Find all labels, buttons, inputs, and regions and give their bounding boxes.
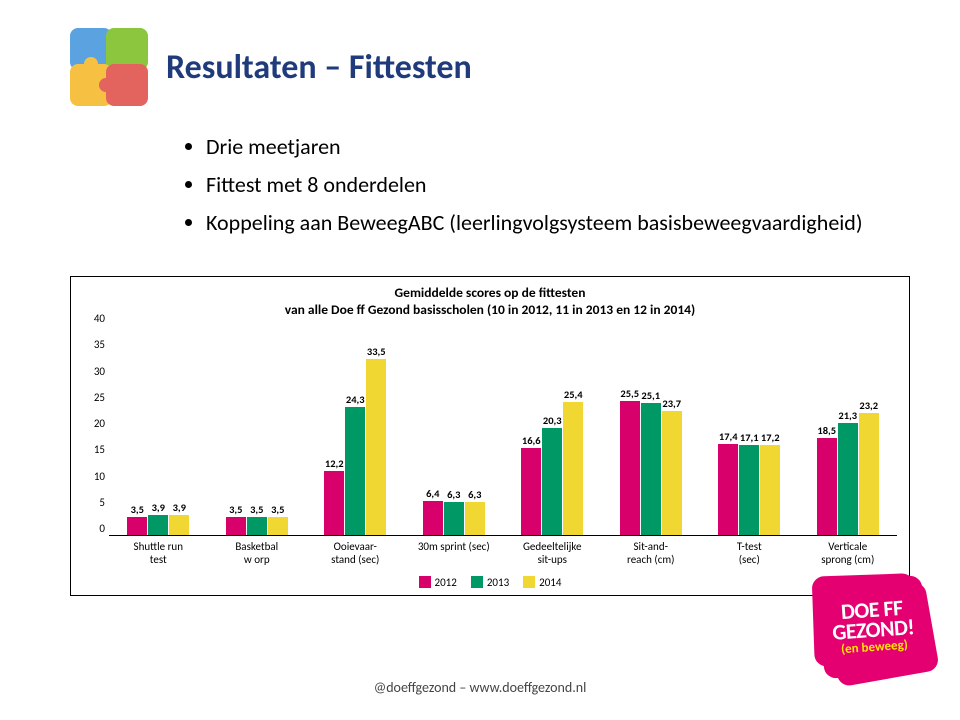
chart-bar: 6,3 <box>465 502 485 535</box>
chart-bar: 6,3 <box>444 502 464 535</box>
legend-swatch <box>419 576 431 588</box>
x-axis-label: Verticalesprong (cm) <box>799 540 898 566</box>
chart-bar: 21,3 <box>838 423 858 535</box>
chart-bar: 33,5 <box>366 359 386 535</box>
legend-swatch <box>471 576 483 588</box>
chart-bar: 3,5 <box>268 517 288 535</box>
bar-value-label: 18,5 <box>817 424 836 437</box>
legend-swatch <box>523 576 535 588</box>
bar-value-label: 23,7 <box>662 397 681 410</box>
chart-bar: 12,2 <box>324 471 344 535</box>
bar-value-label: 3,5 <box>271 503 284 516</box>
chart-group: 18,521,323,2 <box>799 325 898 535</box>
bar-value-label: 16,6 <box>522 434 541 447</box>
chart-bar: 3,5 <box>226 517 246 535</box>
chart-x-axis: Shuttle runtestBasketbalw orpOoievaar-st… <box>109 540 897 566</box>
chart-bar: 23,2 <box>859 413 879 535</box>
chart-legend: 2012 2013 2014 <box>83 576 897 589</box>
chart-group: 3,53,53,5 <box>208 325 307 535</box>
puzzle-logo <box>70 28 148 106</box>
bar-value-label: 23,2 <box>859 399 878 412</box>
chart-y-axis: 0510152025303540 <box>83 325 109 535</box>
chart-bar: 3,5 <box>127 517 147 535</box>
bullet-item: Koppeling aan BeweegABC (leerlingvolgsys… <box>206 206 910 240</box>
footer-text: @doeffgezond – www.doeffgezond.nl <box>0 679 960 696</box>
bar-value-label: 3,9 <box>152 501 165 514</box>
chart-group: 16,620,325,4 <box>503 325 602 535</box>
legend-item: 2014 <box>523 576 561 589</box>
legend-item: 2012 <box>419 576 457 589</box>
chart-title: Gemiddelde scores op de fittesten van al… <box>83 285 897 319</box>
chart-group: 3,53,93,9 <box>109 325 208 535</box>
bullet-list: Drie meetjaren Fittest met 8 onderdelen … <box>166 130 910 240</box>
chart-bar: 25,5 <box>620 401 640 535</box>
bar-value-label: 3,5 <box>250 503 263 516</box>
chart-container: Gemiddelde scores op de fittesten van al… <box>70 276 910 596</box>
x-axis-label: Gedeeltelijkesit-ups <box>503 540 602 566</box>
bar-value-label: 25,5 <box>620 387 639 400</box>
chart-group: 12,224,333,5 <box>306 325 405 535</box>
chart-group: 17,417,117,2 <box>700 325 799 535</box>
brand-badge: DOE FF GEZOND! (en beweeg) <box>815 575 930 680</box>
bar-value-label: 3,5 <box>229 503 242 516</box>
legend-item: 2013 <box>471 576 509 589</box>
bar-value-label: 17,4 <box>719 430 738 443</box>
x-axis-label: Ooievaar-stand (sec) <box>306 540 405 566</box>
chart-bar: 17,4 <box>718 444 738 535</box>
x-axis-label: 30m sprint (sec) <box>405 540 504 566</box>
bullet-item: Drie meetjaren <box>206 130 910 164</box>
bar-value-label: 21,3 <box>838 409 857 422</box>
x-axis-label: T-test(sec) <box>700 540 799 566</box>
bar-value-label: 12,2 <box>325 457 344 470</box>
bar-value-label: 25,4 <box>564 388 583 401</box>
bar-value-label: 3,5 <box>131 503 144 516</box>
chart-bar: 20,3 <box>542 428 562 535</box>
chart-group: 6,46,36,3 <box>405 325 504 535</box>
x-axis-label: Shuttle runtest <box>109 540 208 566</box>
chart-bar: 25,1 <box>641 403 661 535</box>
chart-bar: 18,5 <box>817 438 837 535</box>
chart-plot: 3,53,93,93,53,53,512,224,333,56,46,36,31… <box>109 325 897 536</box>
chart-bar: 17,2 <box>760 445 780 535</box>
bar-value-label: 6,3 <box>468 488 481 501</box>
chart-bar: 3,9 <box>169 515 189 535</box>
bar-value-label: 17,1 <box>740 431 759 444</box>
chart-bar: 25,4 <box>563 402 583 535</box>
bar-value-label: 6,3 <box>447 488 460 501</box>
bar-value-label: 6,4 <box>426 487 439 500</box>
chart-bar: 6,4 <box>423 501 443 535</box>
bar-value-label: 25,1 <box>641 389 660 402</box>
chart-bar: 3,5 <box>247 517 267 535</box>
x-axis-label: Sit-and-reach (cm) <box>602 540 701 566</box>
chart-group: 25,525,123,7 <box>602 325 701 535</box>
bar-value-label: 24,3 <box>346 393 365 406</box>
chart-bar: 16,6 <box>521 448 541 535</box>
chart-bar: 3,9 <box>148 515 168 535</box>
chart-bar: 24,3 <box>345 407 365 535</box>
bar-value-label: 33,5 <box>367 345 386 358</box>
chart-bar: 17,1 <box>739 445 759 535</box>
chart-bar: 23,7 <box>662 411 682 535</box>
page-title: Resultaten – Fittesten <box>166 47 472 88</box>
bar-value-label: 3,9 <box>173 501 186 514</box>
bar-value-label: 17,2 <box>761 431 780 444</box>
bullet-item: Fittest met 8 onderdelen <box>206 168 910 202</box>
bar-value-label: 20,3 <box>543 414 562 427</box>
x-axis-label: Basketbalw orp <box>208 540 307 566</box>
